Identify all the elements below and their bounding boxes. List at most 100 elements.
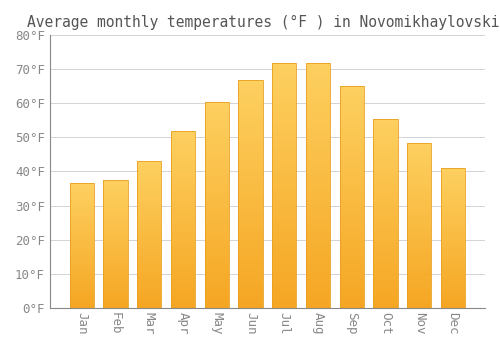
Bar xyxy=(441,181,465,182)
Bar xyxy=(104,266,128,267)
Bar xyxy=(171,157,195,159)
Bar xyxy=(272,300,296,303)
Bar xyxy=(441,197,465,199)
Bar xyxy=(204,268,229,271)
Bar xyxy=(137,189,162,190)
Bar xyxy=(306,241,330,244)
Bar xyxy=(441,211,465,213)
Bar xyxy=(441,239,465,241)
Bar xyxy=(340,202,364,204)
Bar xyxy=(441,302,465,303)
Bar xyxy=(104,292,128,294)
Bar xyxy=(171,136,195,138)
Bar xyxy=(306,90,330,92)
Bar xyxy=(407,164,432,166)
Bar xyxy=(137,265,162,267)
Bar xyxy=(407,306,432,308)
Bar xyxy=(441,284,465,285)
Bar xyxy=(171,209,195,210)
Bar xyxy=(70,276,94,278)
Bar xyxy=(137,283,162,284)
Bar xyxy=(104,231,128,232)
Bar xyxy=(70,298,94,299)
Bar xyxy=(306,293,330,295)
Bar xyxy=(374,208,398,209)
Bar xyxy=(137,226,162,227)
Bar xyxy=(171,251,195,253)
Bar xyxy=(407,195,432,197)
Bar xyxy=(70,234,94,236)
Bar xyxy=(238,282,262,285)
Bar xyxy=(441,278,465,280)
Bar xyxy=(70,221,94,222)
Bar xyxy=(340,111,364,113)
Bar xyxy=(407,200,432,202)
Bar xyxy=(137,221,162,223)
Bar xyxy=(171,141,195,143)
Bar xyxy=(204,233,229,236)
Bar xyxy=(204,254,229,256)
Bar xyxy=(407,147,432,149)
Bar xyxy=(70,215,94,216)
Bar xyxy=(171,196,195,198)
Bar xyxy=(272,266,296,268)
Bar xyxy=(272,70,296,72)
Bar xyxy=(238,216,262,219)
Bar xyxy=(272,126,296,129)
Bar xyxy=(137,180,162,182)
Bar xyxy=(238,303,262,305)
Bar xyxy=(104,302,128,304)
Bar xyxy=(374,234,398,236)
Bar xyxy=(104,272,128,273)
Bar xyxy=(407,192,432,194)
Bar xyxy=(306,141,330,144)
Bar xyxy=(70,268,94,269)
Bar xyxy=(340,252,364,254)
Bar xyxy=(340,117,364,120)
Bar xyxy=(272,190,296,192)
Bar xyxy=(407,289,432,291)
Bar xyxy=(238,248,262,251)
Bar xyxy=(70,192,94,193)
Bar xyxy=(306,94,330,97)
Bar xyxy=(340,224,364,226)
Bar xyxy=(137,230,162,232)
Bar xyxy=(441,306,465,308)
Bar xyxy=(374,134,398,136)
Bar xyxy=(137,259,162,261)
Bar xyxy=(441,168,465,169)
Bar xyxy=(272,183,296,185)
Bar xyxy=(306,97,330,99)
Bar xyxy=(171,154,195,155)
Bar xyxy=(238,114,262,116)
Bar xyxy=(171,219,195,221)
Bar xyxy=(238,84,262,86)
Bar xyxy=(238,112,262,114)
Bar xyxy=(441,207,465,209)
Bar xyxy=(171,145,195,147)
Bar xyxy=(70,292,94,293)
Bar xyxy=(238,159,262,162)
Bar xyxy=(70,275,94,276)
Bar xyxy=(374,151,398,153)
Bar xyxy=(70,197,94,198)
Bar xyxy=(137,253,162,255)
Bar xyxy=(104,184,128,185)
Bar xyxy=(441,220,465,221)
Bar xyxy=(407,181,432,182)
Bar xyxy=(104,301,128,302)
Bar xyxy=(407,214,432,215)
Bar xyxy=(137,186,162,188)
Bar xyxy=(137,166,162,167)
Bar xyxy=(171,302,195,304)
Bar xyxy=(137,277,162,278)
Bar xyxy=(340,301,364,303)
Bar xyxy=(238,130,262,132)
Bar xyxy=(306,63,330,308)
Bar xyxy=(374,236,398,238)
Bar xyxy=(306,244,330,246)
Bar xyxy=(441,281,465,282)
Bar xyxy=(407,172,432,174)
Bar xyxy=(407,161,432,162)
Bar xyxy=(204,112,229,114)
